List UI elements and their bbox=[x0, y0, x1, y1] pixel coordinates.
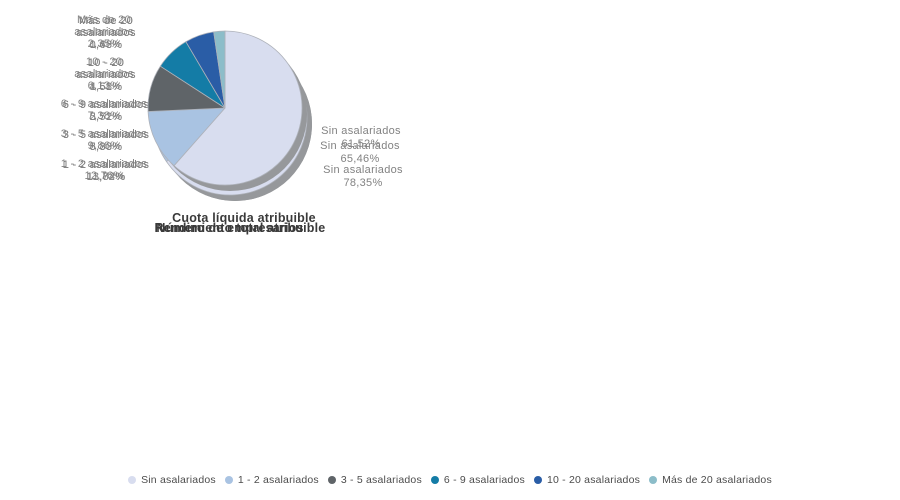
legend-item: 1 - 2 asalariados bbox=[224, 474, 319, 486]
slice-label: 6 - 9 asalariados 7,38% bbox=[60, 98, 148, 122]
slice-label: 10 - 20 asalariados 6,13% bbox=[74, 56, 134, 92]
chart-title: Rendimiento total atribuible bbox=[154, 221, 326, 235]
slice-labels-left: Más de 20 asalariados 0,43% 10 - 20 asalaria… bbox=[44, 15, 168, 183]
legend-label: 1 - 2 asalariados bbox=[237, 474, 319, 486]
slice-labels-left: Más de 20 asalariados 1,66% 10 - 20 asalaria… bbox=[44, 15, 168, 183]
legend-marker-icon bbox=[128, 476, 137, 484]
slice-label: 6 - 9 asalariados 5,71% bbox=[62, 99, 150, 123]
chart-title: Cuota líquida atribuible bbox=[172, 211, 316, 225]
legend-marker-icon bbox=[327, 476, 336, 484]
legend-label: 6 - 9 asalariados bbox=[443, 474, 525, 486]
slice-label: 6 - 9 asalariados 2,52% bbox=[62, 99, 150, 123]
chart-cuota-liquida-atribuible: Más de 20 asalariados 2,35% 10 - 20 asalaria… bbox=[0, 0, 450, 240]
slice-label: Más de 20 asalariados 0,43% bbox=[76, 15, 136, 51]
slice-label-sin-asalariados: Sin asalariados 78,35% bbox=[323, 164, 403, 189]
slice-labels-left: Más de 20 asalariados 2,35% 10 - 20 asalaria… bbox=[42, 14, 166, 182]
slice-label: 3 - 5 asalariados 9,86% bbox=[60, 128, 148, 152]
legend-item: 3 - 5 asalariados bbox=[327, 474, 422, 486]
legend-label: Sin asalariados bbox=[141, 474, 216, 486]
legend-label: Más de 20 asalariados bbox=[662, 474, 772, 486]
slice-label: 1 - 2 asalariados 13,84% bbox=[62, 159, 150, 183]
legend-marker-icon bbox=[533, 476, 542, 484]
slice-label: 10 - 20 asalariados 1,68% bbox=[76, 57, 136, 93]
legend-item: 6 - 9 asalariados bbox=[430, 474, 525, 486]
legend-label: 10 - 20 asalariados bbox=[546, 474, 641, 486]
pie-cuota-liquida-atribuible bbox=[147, 30, 307, 191]
legend-item: Más de 20 asalariados bbox=[649, 474, 772, 486]
slice-label-sin-asalariados: Sin asalariados 65,46% bbox=[320, 140, 400, 165]
pie-slice bbox=[213, 30, 226, 109]
slice-label: 10 - 20 asalariados 4,51% bbox=[76, 57, 136, 93]
legend-marker-icon bbox=[430, 476, 439, 484]
pie-slice bbox=[147, 107, 226, 167]
legend: Sin asalariados 1 - 2 asalariados 3 - 5 as… bbox=[0, 474, 900, 486]
slice-label: 3 - 5 asalariados 8,83% bbox=[62, 129, 150, 153]
legend-item: 10 - 20 asalariados bbox=[533, 474, 641, 486]
legend-marker-icon bbox=[224, 476, 233, 484]
legend-label: 3 - 5 asalariados bbox=[340, 474, 422, 486]
legend-marker-icon bbox=[649, 476, 658, 484]
slice-label: 1 - 2 asalariados 12,76% bbox=[60, 158, 148, 182]
slice-label: Más de 20 asalariados 1,66% bbox=[76, 15, 136, 51]
pie-slice bbox=[173, 30, 303, 186]
slice-label: 3 - 5 asalariados 5,30% bbox=[62, 129, 150, 153]
slice-label-sin-asalariados: Sin asalariados 61,52% bbox=[321, 125, 401, 150]
slice-label: Más de 20 asalariados 2,35% bbox=[74, 14, 134, 50]
slice-label: 1 - 2 asalariados 11,72% bbox=[62, 159, 150, 183]
chart-title: Número de empresarios bbox=[156, 221, 304, 235]
legend-item: Sin asalariados bbox=[128, 474, 216, 486]
